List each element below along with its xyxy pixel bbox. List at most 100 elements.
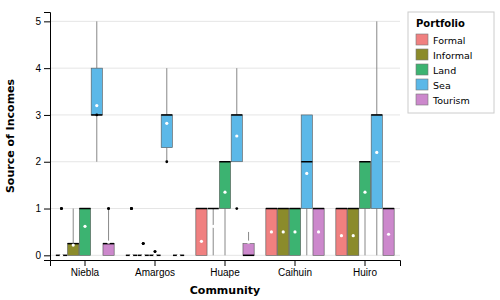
box [91,68,102,115]
box [289,209,300,256]
y-tick-mark [44,209,50,210]
box [348,209,359,256]
mean [153,254,156,257]
legend-swatch [416,94,428,105]
flier [130,207,133,210]
flier [107,207,110,210]
mean [60,254,63,257]
x-axis: NieblaAmargosHuapeCaihuinHuiro [51,260,401,278]
legend-label: Tourism [432,95,470,106]
y-axis: 012345 [35,13,50,262]
mean [363,191,366,194]
series [56,207,347,257]
legend-entry: Land [416,64,456,76]
legend-frame [408,12,494,113]
whisker [166,68,167,115]
median [56,255,67,257]
box [79,209,90,256]
median [313,208,324,210]
x-tick: Niebla [71,260,100,278]
box [196,209,207,256]
legend: PortfolioFormalInformalLandSeaTourism [408,12,494,113]
median [219,161,230,163]
flier [130,207,133,210]
flier [154,250,157,253]
y-tick-label: 0 [35,250,41,261]
median [231,114,242,116]
box [278,209,289,256]
whisker [225,209,226,256]
flier [130,207,133,210]
whisker [166,148,167,162]
mean [235,134,238,137]
flier [60,207,63,210]
mean [165,122,168,125]
mean [352,234,355,237]
flier [107,207,110,210]
whisker [306,209,307,256]
mean [142,254,145,257]
median [126,255,137,257]
median [138,255,149,257]
median [149,255,160,257]
box [243,244,254,256]
flier [60,207,63,210]
flier [154,250,157,253]
legend-label: Land [433,65,456,76]
box [208,208,219,209]
median [208,208,219,210]
y-tick: 1 [35,203,50,214]
legend-title: Portfolio [416,18,465,29]
chart: 012345NieblaAmargosHuapeCaihuinHuiroComm… [0,0,500,300]
y-tick-mark [44,68,50,69]
whisker [96,115,97,162]
whisker [96,21,97,68]
y-tick-label: 1 [35,203,41,214]
median [348,208,359,210]
median [91,114,102,116]
legend-label: Informal [433,50,472,61]
box [68,244,79,256]
mean [200,240,203,243]
legend-swatch [416,64,428,75]
mean [317,230,320,233]
y-tick-mark [44,255,50,256]
median [161,114,172,116]
x-tick-label: Huiro [353,267,377,278]
x-tick-mark [155,260,156,266]
median [359,161,370,163]
x-axis-line [51,261,401,267]
y-tick-mark [44,115,50,116]
mean [83,225,86,228]
flier [235,207,238,210]
mean [107,241,110,244]
x-tick-mark [295,260,296,266]
x-tick-mark [85,260,86,266]
flier [60,207,63,210]
y-tick: 4 [35,63,50,74]
x-tick-mark [225,260,226,266]
x-tick-label: Huape [210,267,240,278]
flier [142,242,145,245]
box [219,162,230,209]
mean [130,254,133,257]
y-tick-label: 5 [35,16,41,27]
whisker [236,68,237,115]
flier [142,242,145,245]
mean [293,230,296,233]
mean [340,234,343,237]
marks [56,21,394,257]
legend-swatch [416,34,428,45]
box [231,115,242,162]
box [336,209,347,256]
y-tick-mark [44,21,50,22]
box [103,244,114,256]
flier [165,160,168,163]
mean [72,243,75,246]
median [196,208,207,210]
legend-swatch [416,49,428,60]
mean [247,241,250,244]
grid-line [50,161,400,162]
legend-swatch [416,79,428,90]
median [266,208,277,210]
